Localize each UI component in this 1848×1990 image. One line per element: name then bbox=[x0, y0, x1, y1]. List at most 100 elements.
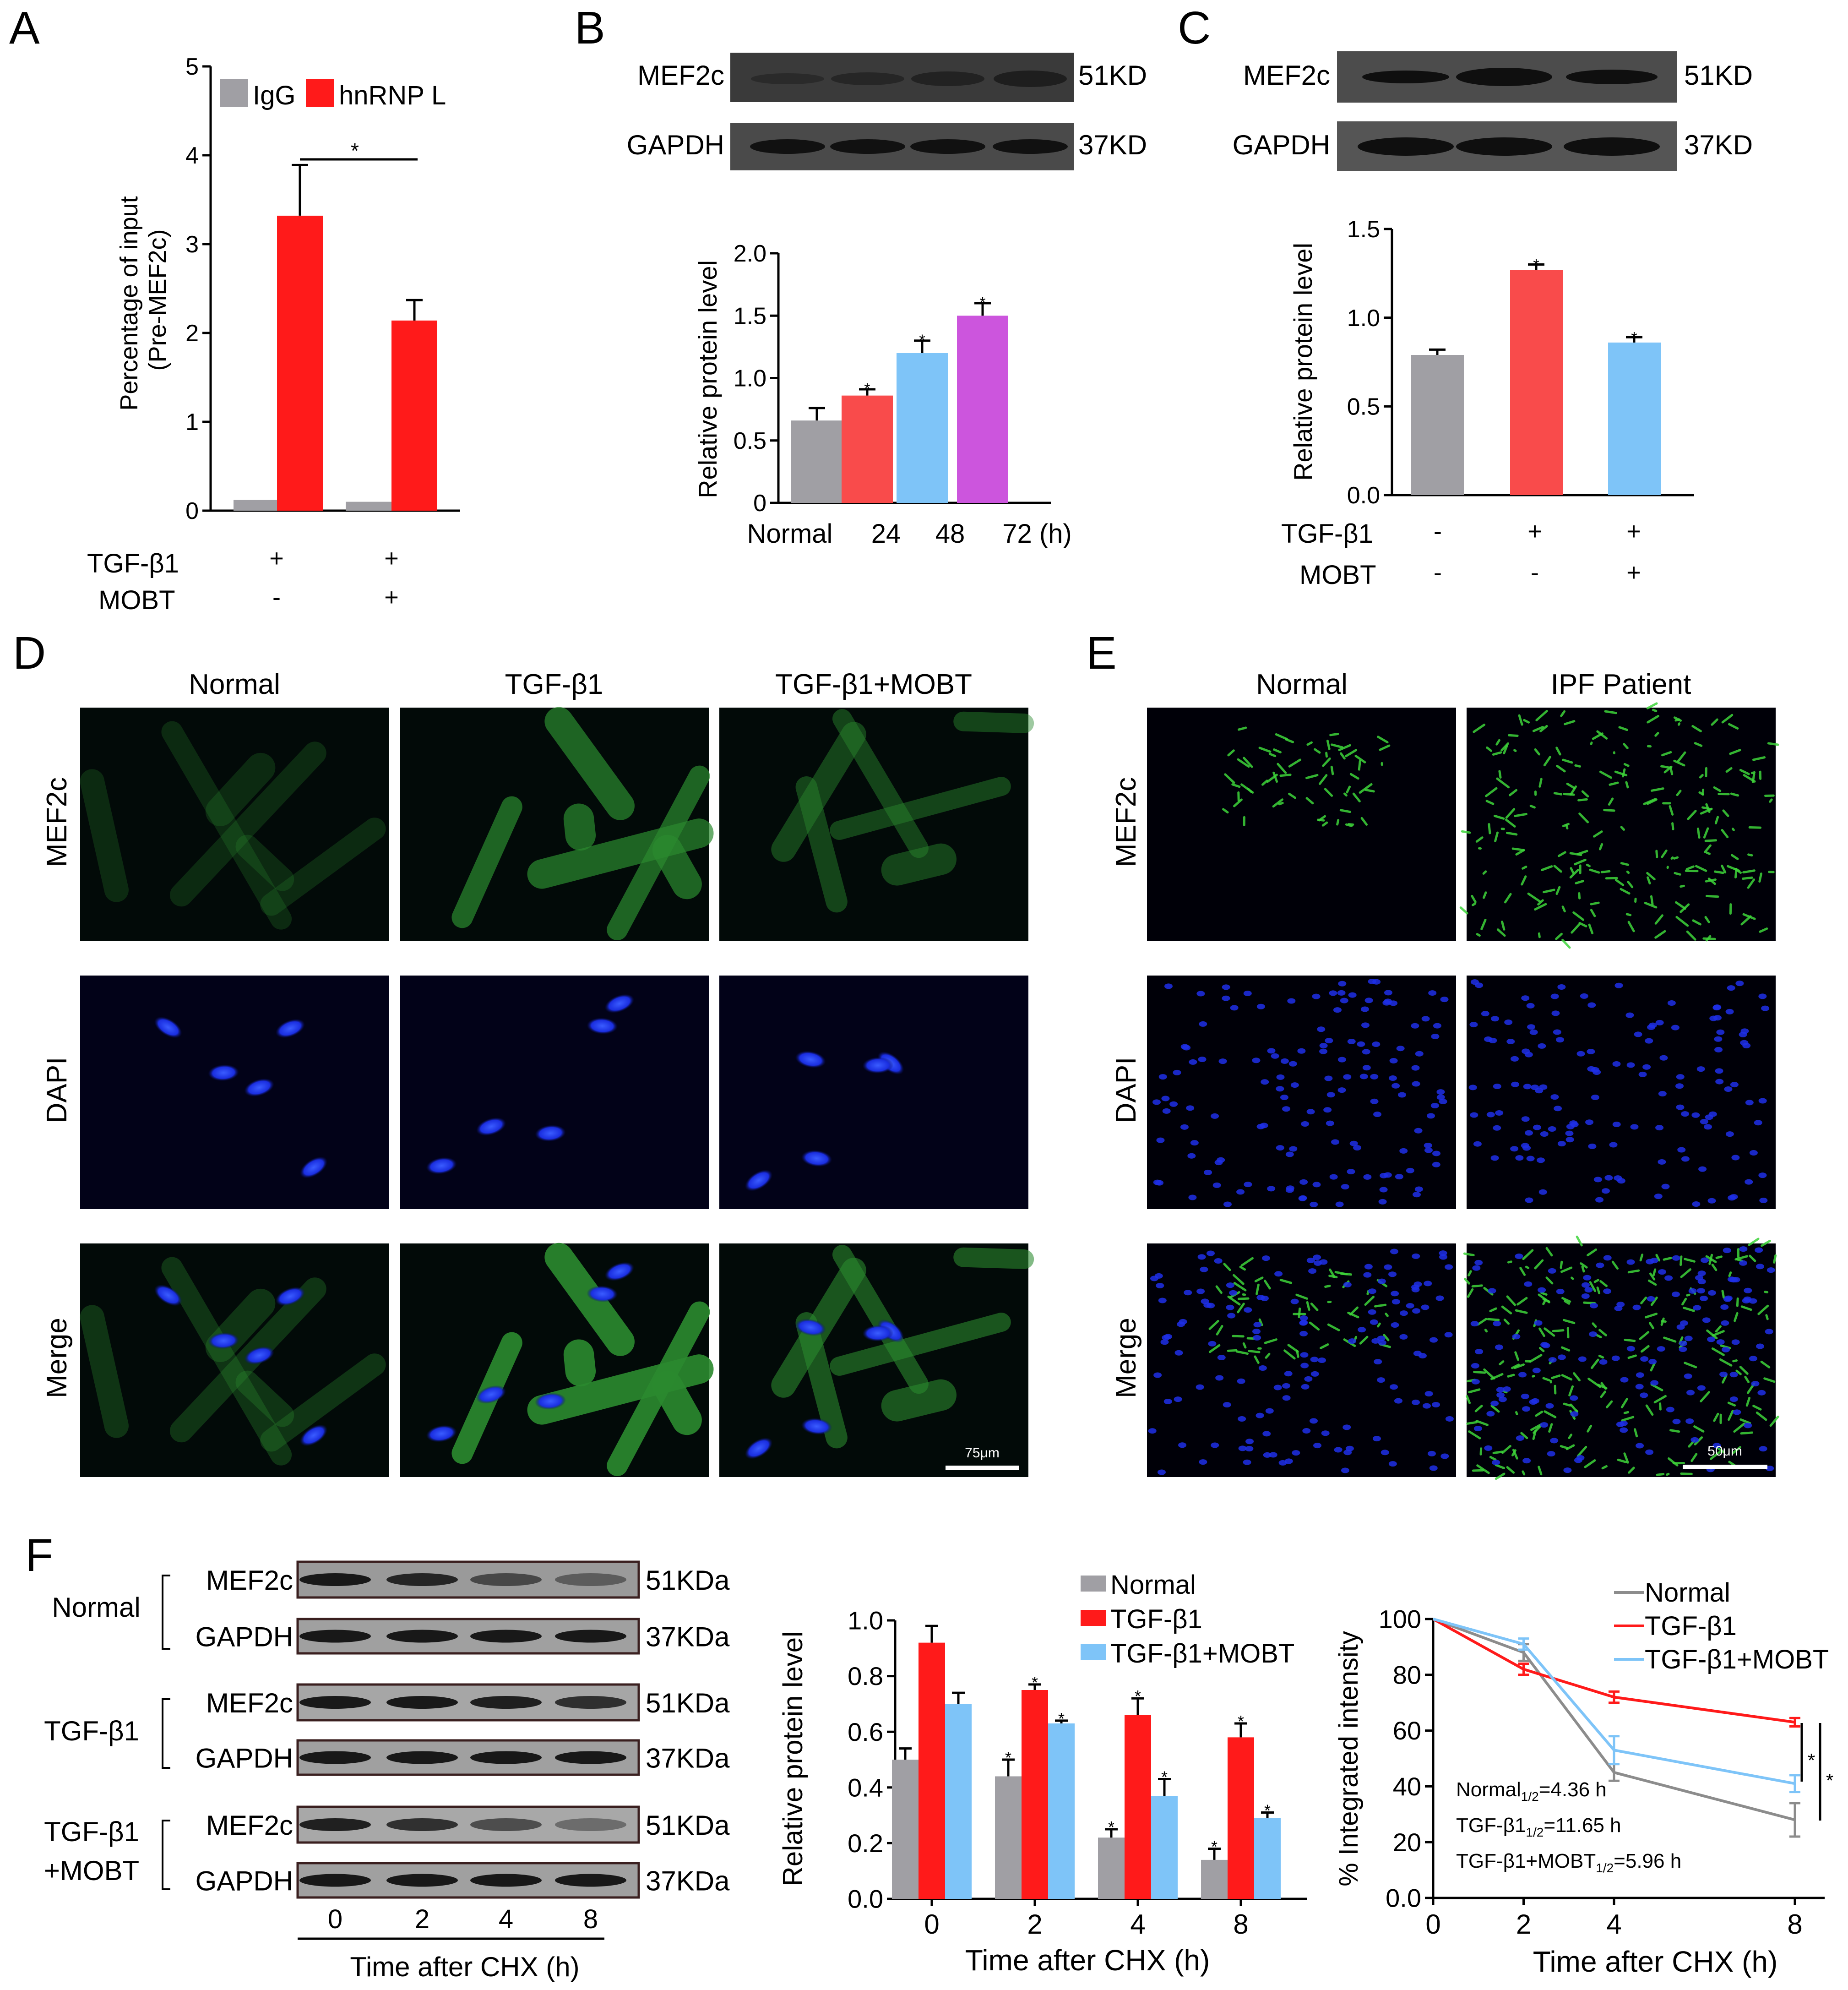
nucleus bbox=[1309, 1418, 1318, 1424]
legend-label-igg: IgG bbox=[253, 81, 296, 110]
nucleus bbox=[1444, 1332, 1453, 1338]
tissue-stain bbox=[1486, 746, 1493, 752]
nucleus bbox=[1545, 1403, 1554, 1409]
lane-label: 2 bbox=[415, 1904, 429, 1934]
nucleus bbox=[1212, 1182, 1221, 1188]
tissue-stain bbox=[1516, 1297, 1528, 1306]
tissue-stain bbox=[1522, 1249, 1534, 1260]
tissue-stain bbox=[1618, 726, 1628, 731]
nucleus bbox=[1636, 1443, 1644, 1449]
blot-band bbox=[470, 1874, 542, 1887]
row-title: Merge bbox=[41, 1318, 73, 1398]
nucleus bbox=[1290, 1082, 1299, 1088]
nucleus bbox=[1614, 1175, 1622, 1181]
nucleus bbox=[1550, 1438, 1559, 1444]
nucleus bbox=[1154, 1273, 1163, 1279]
tissue-stain bbox=[1681, 1298, 1687, 1306]
half-life-tgf-mobt: TGF-β1+MOBT1/2=5.96 h bbox=[1456, 1850, 1681, 1875]
tissue-stain bbox=[1599, 1280, 1608, 1287]
nucleus bbox=[1217, 1355, 1226, 1361]
fibroblast-stain bbox=[80, 769, 129, 902]
tissue-stain bbox=[1650, 1296, 1658, 1306]
tissue-stain bbox=[1538, 778, 1543, 788]
nucleus bbox=[1721, 1320, 1729, 1326]
nucleus bbox=[1516, 1435, 1524, 1441]
tissue-stain bbox=[1592, 1322, 1597, 1328]
bar bbox=[1228, 1737, 1254, 1899]
tissue-stain bbox=[1325, 752, 1328, 758]
blot-size: 37KDa bbox=[646, 1622, 730, 1652]
sig-star: * bbox=[1533, 256, 1539, 273]
tissue-stain bbox=[1339, 809, 1351, 813]
tissue-stain bbox=[1545, 1247, 1553, 1257]
tissue-stain bbox=[1684, 1362, 1697, 1368]
tissue-stain bbox=[1473, 1370, 1486, 1374]
tissue-stain bbox=[1742, 869, 1756, 874]
tissue-stain bbox=[1752, 1405, 1762, 1411]
tissue-stain bbox=[1472, 902, 1477, 906]
tissue-stain bbox=[1306, 741, 1313, 746]
nucleus bbox=[1199, 1021, 1207, 1027]
nucleus bbox=[1511, 1056, 1519, 1062]
tissue-stain bbox=[1574, 764, 1581, 768]
nucleus bbox=[1716, 1029, 1725, 1035]
nucleus bbox=[1347, 1169, 1355, 1175]
tissue-stain bbox=[1652, 1268, 1657, 1276]
nucleus bbox=[1341, 1467, 1349, 1473]
nucleus bbox=[1427, 1450, 1436, 1456]
tissue-stain bbox=[1704, 844, 1712, 853]
tissue-stain bbox=[1560, 1445, 1568, 1450]
nucleus bbox=[1174, 1396, 1182, 1402]
tissue-stain bbox=[1748, 1238, 1760, 1246]
tissue-stain bbox=[1740, 1431, 1753, 1435]
nucleus bbox=[1362, 1065, 1371, 1071]
tissue-stain bbox=[1529, 1354, 1543, 1363]
row-value: - bbox=[1434, 559, 1442, 586]
nucleus bbox=[1679, 1341, 1687, 1347]
nucleus bbox=[154, 1016, 182, 1038]
nucleus bbox=[1301, 1384, 1310, 1390]
panel-letter-c: C bbox=[1178, 2, 1211, 54]
tissue-stain bbox=[1277, 763, 1287, 774]
nucleus bbox=[1593, 1177, 1602, 1183]
sig-star: * bbox=[1135, 1687, 1141, 1706]
tissue-stain bbox=[1758, 872, 1762, 883]
tissue-stain bbox=[1506, 1466, 1515, 1474]
tissue-stain bbox=[1468, 1270, 1472, 1276]
nucleus bbox=[1521, 1143, 1529, 1149]
nucleus bbox=[1439, 1250, 1447, 1256]
x-tick-label: 0 bbox=[924, 1909, 939, 1940]
nucleus bbox=[1527, 1024, 1536, 1030]
nucleus bbox=[1588, 1143, 1597, 1149]
nucleus bbox=[1563, 1467, 1572, 1473]
nucleus bbox=[1576, 1051, 1585, 1057]
nucleus bbox=[1445, 1264, 1453, 1270]
nucleus bbox=[1672, 1255, 1680, 1261]
tissue-stain bbox=[1705, 803, 1711, 813]
tissue-stain bbox=[1254, 1276, 1264, 1282]
nucleus bbox=[1587, 1002, 1596, 1008]
tissue-stain bbox=[1489, 1307, 1497, 1313]
nucleus bbox=[1587, 1048, 1595, 1054]
nucleus bbox=[1515, 1155, 1524, 1161]
tissue-stain bbox=[1248, 1350, 1261, 1353]
tissue-stain bbox=[1545, 1276, 1554, 1285]
tissue-stain bbox=[1561, 938, 1571, 949]
tissue-stain bbox=[1258, 747, 1272, 753]
y-tick-label: 0.5 bbox=[734, 428, 766, 454]
nucleus bbox=[1280, 1058, 1289, 1064]
nucleus bbox=[1394, 1398, 1402, 1404]
nucleus bbox=[1261, 1255, 1270, 1261]
tissue-stain bbox=[1661, 1320, 1667, 1323]
nucleus bbox=[1495, 1344, 1503, 1350]
tissue-stain bbox=[1459, 906, 1468, 915]
blot-band bbox=[386, 1874, 458, 1887]
nucleus bbox=[1373, 1112, 1382, 1118]
nucleus bbox=[1381, 1450, 1389, 1456]
nucleus bbox=[862, 1057, 894, 1074]
nucleus bbox=[1749, 1356, 1757, 1362]
tissue-stain bbox=[1359, 783, 1373, 794]
blot-band bbox=[299, 1630, 371, 1643]
nucleus bbox=[1427, 1113, 1435, 1119]
y-tick-label: 0 bbox=[753, 490, 766, 517]
